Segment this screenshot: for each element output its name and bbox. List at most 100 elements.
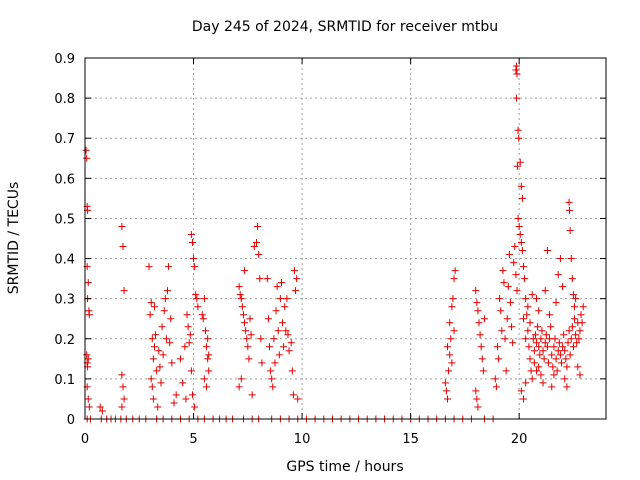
x-tick-label: 0	[81, 432, 89, 447]
data-point	[252, 239, 260, 247]
data-point	[83, 351, 91, 359]
x-tick-label: 20	[511, 432, 528, 447]
data-point	[542, 331, 550, 339]
data-point	[441, 379, 449, 387]
data-point	[160, 307, 168, 315]
data-point	[506, 299, 514, 307]
data-point	[513, 162, 521, 170]
data-point	[281, 303, 289, 311]
data-point	[162, 335, 170, 343]
data-point	[205, 367, 213, 375]
data-point	[497, 307, 505, 315]
data-point	[191, 263, 199, 271]
data-point	[241, 267, 249, 275]
data-point	[477, 343, 485, 351]
data-point	[499, 267, 507, 275]
data-point	[191, 403, 199, 411]
data-point	[492, 383, 500, 391]
data-point	[535, 307, 543, 315]
data-point	[449, 295, 457, 303]
data-point	[518, 247, 526, 255]
data-point	[559, 283, 567, 291]
data-point	[513, 94, 521, 102]
data-point	[256, 275, 264, 283]
data-point	[290, 267, 298, 275]
data-point	[572, 331, 580, 339]
data-point	[546, 311, 554, 319]
data-point	[568, 323, 576, 331]
data-point	[539, 347, 547, 355]
data-point	[204, 335, 212, 343]
data-point	[292, 287, 300, 295]
data-point	[524, 327, 532, 335]
data-point	[85, 311, 93, 319]
data-point	[120, 287, 128, 295]
data-point	[188, 391, 196, 399]
data-point	[526, 319, 534, 327]
data-point	[573, 339, 581, 347]
data-point	[203, 383, 211, 391]
data-point	[276, 295, 284, 303]
data-point	[245, 355, 253, 363]
data-point	[172, 391, 180, 399]
data-point	[287, 339, 295, 347]
data-point	[541, 287, 549, 295]
data-point	[156, 363, 164, 371]
data-point	[184, 323, 192, 331]
data-point	[84, 355, 92, 363]
data-point	[523, 311, 531, 319]
data-point	[119, 243, 127, 251]
data-point	[266, 343, 274, 351]
data-point	[163, 287, 171, 295]
data-point	[562, 355, 570, 363]
data-point	[149, 395, 157, 403]
data-point	[525, 343, 533, 351]
data-point	[186, 331, 194, 339]
data-point	[563, 363, 571, 371]
data-point	[120, 395, 128, 403]
y-tick-label: 0.6	[54, 172, 75, 187]
data-point	[166, 339, 174, 347]
data-point	[158, 323, 166, 331]
data-point	[183, 311, 191, 319]
data-point	[505, 251, 513, 259]
data-point	[284, 331, 292, 339]
data-point	[504, 283, 512, 291]
data-point	[205, 351, 213, 359]
data-point	[293, 275, 301, 283]
data-point	[187, 367, 195, 375]
data-point	[543, 247, 551, 255]
data-point	[170, 399, 178, 407]
data-point	[516, 230, 524, 238]
data-point	[185, 339, 193, 347]
data-point	[572, 295, 580, 303]
data-point	[509, 339, 517, 347]
data-point	[275, 351, 283, 359]
data-point	[530, 359, 538, 367]
data-point	[522, 335, 530, 343]
data-point	[496, 295, 504, 303]
data-point	[150, 343, 158, 351]
data-point	[534, 323, 542, 331]
data-point	[539, 379, 547, 387]
data-point	[153, 367, 161, 375]
data-point	[237, 375, 245, 383]
data-point	[161, 295, 169, 303]
data-point	[146, 311, 154, 319]
data-point	[528, 291, 536, 299]
data-point	[557, 359, 565, 367]
data-point	[155, 347, 163, 355]
data-point	[555, 339, 563, 347]
y-tick-label: 0	[67, 413, 75, 428]
data-point	[119, 383, 127, 391]
data-point	[565, 198, 573, 206]
data-point	[254, 222, 262, 230]
data-point	[568, 275, 576, 283]
data-point	[192, 291, 200, 299]
data-point	[575, 335, 583, 343]
y-tick-label: 0.5	[54, 212, 75, 227]
data-point	[503, 315, 511, 323]
data-point	[567, 335, 575, 343]
data-point	[514, 214, 522, 222]
